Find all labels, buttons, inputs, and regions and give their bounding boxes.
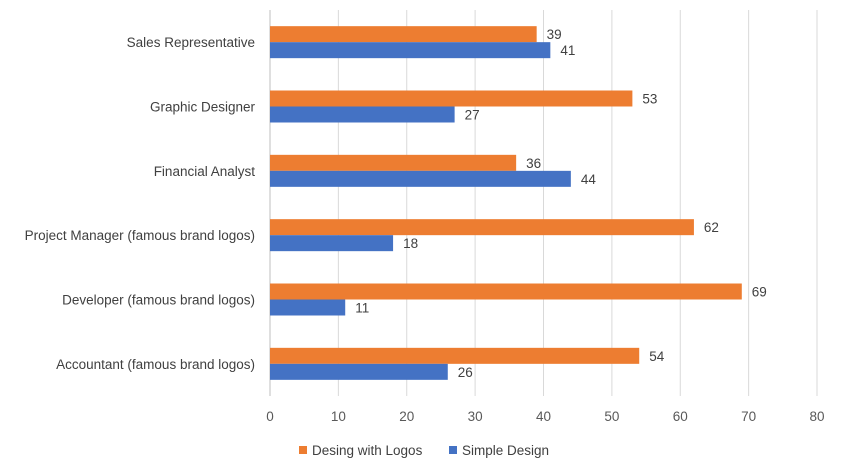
- data-label: 26: [458, 365, 473, 380]
- x-tick-label: 80: [809, 409, 824, 424]
- category-label: Accountant (famous brand logos): [56, 357, 255, 372]
- category-labels: Sales Representative Graphic Designer Fina…: [25, 35, 256, 372]
- data-label: 54: [649, 349, 665, 364]
- bar-simple-design: [270, 42, 551, 59]
- x-tick-label: 10: [331, 409, 346, 424]
- bar-desing-with-logos: [270, 90, 633, 107]
- legend-label: Simple Design: [462, 443, 549, 458]
- bar-simple-design: [270, 170, 571, 187]
- legend: Desing with Logos Simple Design: [299, 443, 549, 458]
- grid-lines: [269, 10, 818, 396]
- data-label: 18: [403, 236, 418, 251]
- bars: [270, 26, 742, 380]
- x-tick-label: 20: [399, 409, 414, 424]
- x-tick-label: 50: [604, 409, 619, 424]
- legend-swatch: [299, 446, 307, 454]
- data-label: 69: [752, 285, 767, 300]
- data-label: 44: [581, 172, 597, 187]
- x-tick-labels: 0 10 20 30 40 50 60 70 80: [266, 409, 824, 424]
- bar-desing-with-logos: [270, 283, 742, 300]
- x-tick-label: 60: [673, 409, 688, 424]
- category-label: Financial Analyst: [154, 164, 256, 179]
- category-label: Sales Representative: [127, 35, 255, 50]
- bar-simple-design: [270, 363, 448, 380]
- data-label: 27: [465, 108, 480, 123]
- data-label: 53: [642, 92, 657, 107]
- legend-swatch: [449, 446, 457, 454]
- x-tick-label: 0: [266, 409, 274, 424]
- category-label: Graphic Designer: [150, 100, 256, 115]
- data-label: 36: [526, 156, 541, 171]
- legend-label: Desing with Logos: [312, 443, 423, 458]
- bar-simple-design: [270, 235, 394, 252]
- data-label: 62: [704, 220, 719, 235]
- bar-simple-design: [270, 106, 455, 123]
- x-tick-label: 30: [468, 409, 483, 424]
- data-label: 11: [355, 301, 369, 316]
- x-tick-label: 70: [741, 409, 756, 424]
- data-label: 41: [560, 43, 575, 58]
- bar-desing-with-logos: [270, 347, 640, 364]
- bar-desing-with-logos: [270, 219, 694, 236]
- category-label: Developer (famous brand logos): [62, 293, 255, 308]
- category-label: Project Manager (famous brand logos): [25, 228, 255, 243]
- bar-desing-with-logos: [270, 26, 537, 43]
- bar-simple-design: [270, 299, 346, 316]
- bar-desing-with-logos: [270, 154, 517, 171]
- x-tick-label: 40: [536, 409, 551, 424]
- data-label: 39: [547, 27, 562, 42]
